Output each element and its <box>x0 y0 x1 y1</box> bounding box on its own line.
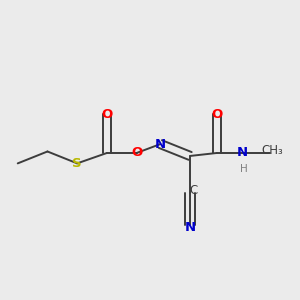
Text: S: S <box>72 157 82 170</box>
Text: O: O <box>101 108 112 121</box>
Text: N: N <box>184 221 196 234</box>
Text: C: C <box>190 184 198 196</box>
Text: O: O <box>131 146 142 160</box>
Text: N: N <box>155 138 166 151</box>
Text: N: N <box>237 146 248 160</box>
Text: O: O <box>211 108 223 121</box>
Text: H: H <box>240 164 248 174</box>
Text: CH₃: CH₃ <box>261 144 283 157</box>
